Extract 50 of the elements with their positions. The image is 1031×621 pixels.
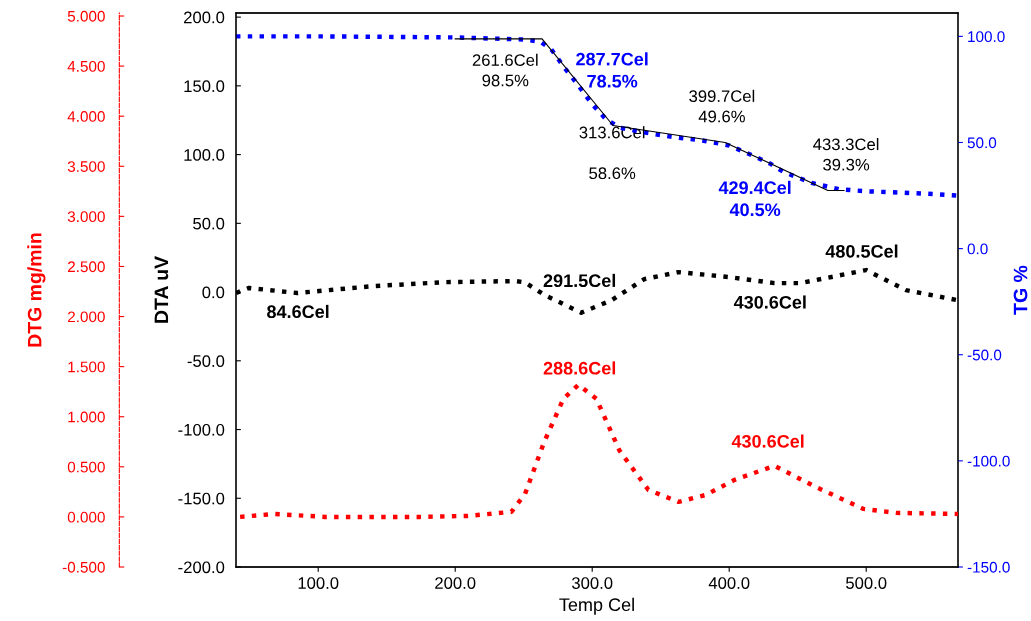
annotation: 84.6Cel (267, 304, 329, 319)
line-series (237, 382, 958, 520)
y3-tick-label: 3.000 (67, 211, 105, 223)
y2-tick-label: -50.0 (967, 349, 1002, 361)
y-tick-label: -150.0 (178, 492, 225, 505)
y3-tick-label: 1.000 (68, 411, 105, 423)
annotation: 429.4Cel 40.5% (718, 180, 791, 217)
y3-tick-label: 2.000 (67, 311, 105, 323)
y3-tick-label: 4.500 (67, 60, 105, 72)
y3-tick-label: 1.500 (68, 361, 105, 373)
line-series (236, 34, 958, 198)
annotation: 430.6Cel (733, 295, 806, 309)
y3-tick-label: 0.500 (67, 461, 105, 473)
x-tick-label: 100.0 (298, 577, 339, 589)
y2-tick-label: 0.0 (967, 243, 988, 255)
y-tick-label: 100.0 (184, 148, 225, 161)
y3-tick-label: 2.500 (67, 261, 105, 273)
y3-tick-label: 0.000 (67, 511, 105, 523)
y-tick-label: -200.0 (178, 561, 225, 574)
annotation: 288.6Cel (543, 361, 616, 375)
annotation: 287.7Cel 78.5% (576, 52, 648, 88)
x-tick-label: 200.0 (435, 577, 476, 589)
x-tick-label: 500.0 (846, 577, 887, 589)
y2-tick-label: 50.0 (967, 137, 997, 149)
y-tick-label: 200.0 (184, 11, 225, 24)
y-tick-label: 50.0 (193, 217, 225, 230)
y2-tick-label: 100.0 (968, 31, 1005, 43)
y2-tick-label: -150.0 (967, 561, 1010, 573)
y-tick-label: 0.0 (202, 286, 225, 299)
y2-tick-label: -100.0 (967, 455, 1010, 467)
y-axis-title: DTA uV (154, 256, 169, 323)
y-tick-label: 150.0 (184, 80, 225, 93)
y3-axis-title: DTG mg/min (27, 233, 46, 347)
y3-tick-label: 5.000 (67, 10, 105, 22)
annotation: 480.5Cel (825, 244, 898, 258)
y-tick-label: -100.0 (178, 423, 225, 436)
text: 313.6Cel 58.6% (579, 126, 645, 180)
y3-tick-label: 4.000 (67, 111, 105, 122)
annotation: 399.7Cel 49.6% (689, 89, 755, 123)
y3-tick-label: -0.500 (62, 561, 105, 573)
annotation: 433.3Cel 39.3% (813, 137, 879, 171)
x-tick-label: 300.0 (571, 577, 613, 589)
annotation: 430.6Cel (731, 434, 804, 448)
x-axis-title: Temp Cel (559, 597, 634, 615)
annotation: 291.5Cel (543, 273, 616, 288)
annotation: 261.6Cel 98.5% (472, 53, 538, 87)
y3-tick-label: 3.500 (67, 161, 105, 172)
y-tick-label: -50.0 (187, 355, 225, 367)
y2-axis-title: TG % (1013, 265, 1028, 315)
x-tick-label: 400.0 (708, 577, 750, 589)
